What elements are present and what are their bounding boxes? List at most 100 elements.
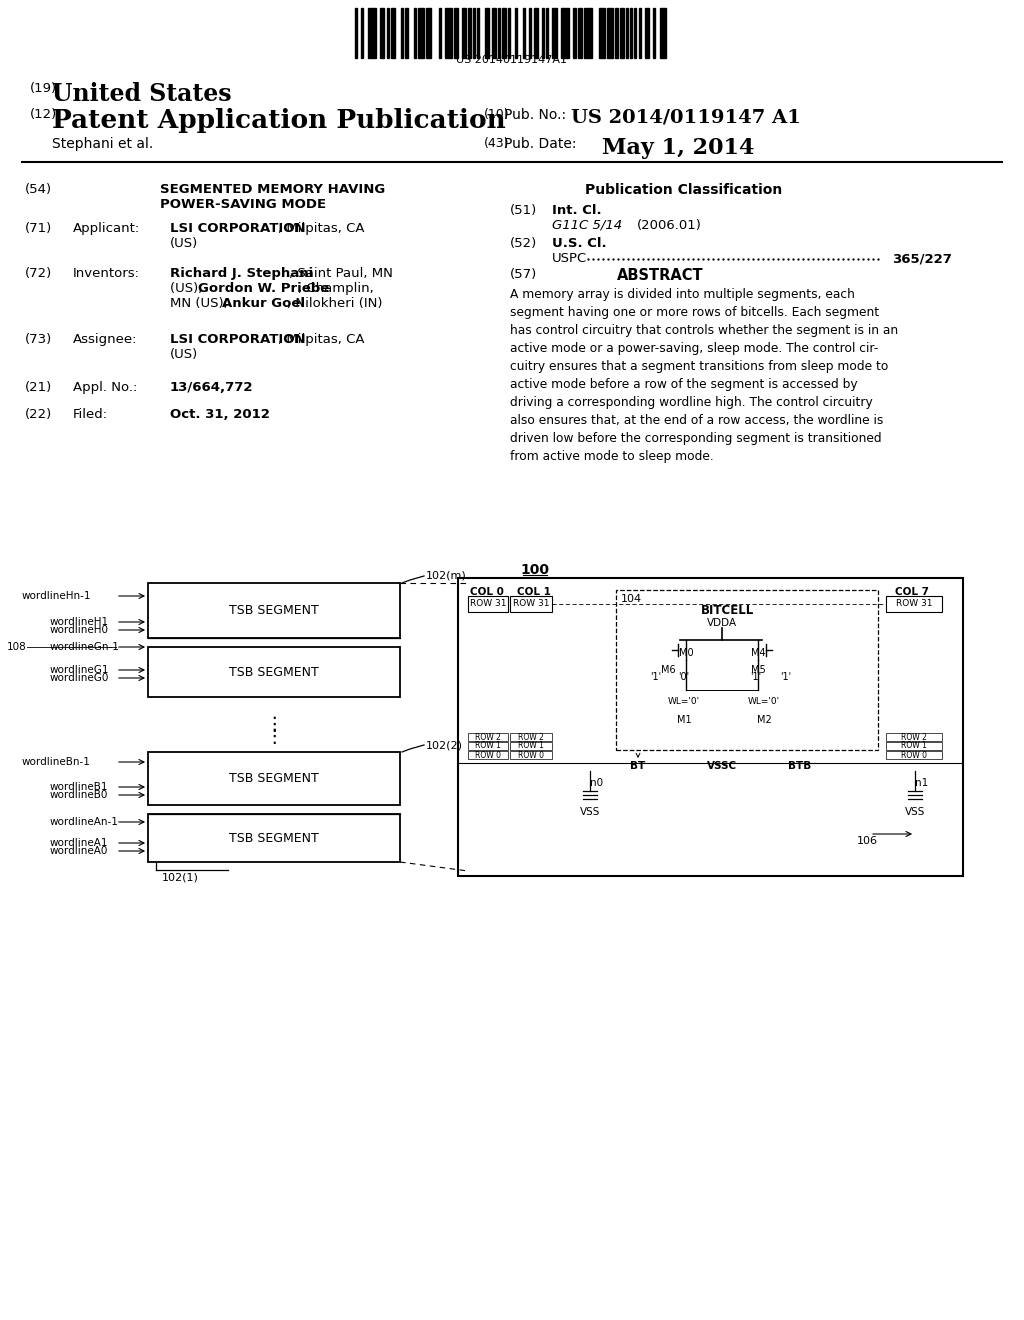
Text: M1: M1 xyxy=(677,715,691,725)
Text: LSI CORPORATION: LSI CORPORATION xyxy=(170,222,305,235)
Text: (71): (71) xyxy=(25,222,52,235)
Text: ROW 0: ROW 0 xyxy=(901,751,927,759)
Text: ⋮: ⋮ xyxy=(264,726,284,746)
Text: wordlineAn-1: wordlineAn-1 xyxy=(50,817,119,828)
Text: 102(1): 102(1) xyxy=(162,873,199,882)
Bar xyxy=(546,8,548,58)
Text: (57): (57) xyxy=(510,268,538,281)
Text: (72): (72) xyxy=(25,267,52,280)
Text: COL 7: COL 7 xyxy=(895,587,929,597)
Bar xyxy=(468,597,508,612)
Text: 365/227: 365/227 xyxy=(892,252,952,265)
Text: COL 1: COL 1 xyxy=(517,587,551,597)
Text: Stephani et al.: Stephani et al. xyxy=(52,137,154,150)
Bar xyxy=(426,8,431,58)
Bar xyxy=(418,8,424,58)
Bar xyxy=(573,8,575,58)
Text: Ankur Goel: Ankur Goel xyxy=(222,297,305,310)
Text: (12): (12) xyxy=(30,108,57,121)
Bar xyxy=(578,8,582,58)
Text: VDDA: VDDA xyxy=(707,618,737,628)
Text: M4: M4 xyxy=(751,648,765,657)
Text: WL='0': WL='0' xyxy=(748,697,780,706)
Text: wordlineH0: wordlineH0 xyxy=(50,624,109,635)
Bar xyxy=(616,590,878,750)
Text: wordlineH1: wordlineH1 xyxy=(50,616,110,627)
Text: Filed:: Filed: xyxy=(73,408,109,421)
Bar xyxy=(468,8,470,58)
Bar xyxy=(361,8,364,58)
Text: (51): (51) xyxy=(510,205,538,216)
Bar xyxy=(886,742,942,750)
Bar xyxy=(534,8,538,58)
Bar xyxy=(523,8,525,58)
Text: , Milpitas, CA: , Milpitas, CA xyxy=(278,333,365,346)
Text: (54): (54) xyxy=(25,183,52,195)
Bar xyxy=(380,8,384,58)
Text: M2: M2 xyxy=(757,715,771,725)
Text: Applicant:: Applicant: xyxy=(73,222,140,235)
Text: '0': '0' xyxy=(679,672,689,682)
Bar xyxy=(561,8,569,58)
Bar xyxy=(414,8,416,58)
Text: 13/664,772: 13/664,772 xyxy=(170,381,254,393)
Bar xyxy=(406,8,408,58)
Text: 108: 108 xyxy=(7,642,27,652)
Text: (US);: (US); xyxy=(170,282,207,294)
Text: wordlineGn-1: wordlineGn-1 xyxy=(50,642,120,652)
Bar xyxy=(148,752,400,805)
Text: ROW 2: ROW 2 xyxy=(518,733,544,742)
Text: TSB SEGMENT: TSB SEGMENT xyxy=(229,772,318,785)
Bar xyxy=(468,733,508,741)
Text: wordlineHn-1: wordlineHn-1 xyxy=(22,591,91,601)
Bar xyxy=(485,8,489,58)
Text: wordlineA1: wordlineA1 xyxy=(50,838,109,847)
Text: Oct. 31, 2012: Oct. 31, 2012 xyxy=(170,408,270,421)
Bar xyxy=(468,751,508,759)
Text: BT: BT xyxy=(631,762,645,771)
Text: Pub. Date:: Pub. Date: xyxy=(504,137,577,150)
Text: , Milpitas, CA: , Milpitas, CA xyxy=(278,222,365,235)
Text: USPC: USPC xyxy=(552,252,587,265)
Text: Richard J. Stephani: Richard J. Stephani xyxy=(170,267,313,280)
Bar xyxy=(445,8,452,58)
Bar xyxy=(148,583,400,638)
Text: wordlineG1: wordlineG1 xyxy=(50,665,110,675)
Text: Int. Cl.: Int. Cl. xyxy=(552,205,602,216)
Text: Assignee:: Assignee: xyxy=(73,333,137,346)
Text: ROW 0: ROW 0 xyxy=(518,751,544,759)
Bar xyxy=(454,8,458,58)
Text: Patent Application Publication: Patent Application Publication xyxy=(52,108,506,133)
Text: TSB SEGMENT: TSB SEGMENT xyxy=(229,665,318,678)
Text: VSS: VSS xyxy=(905,807,926,817)
Text: wordlineBn-1: wordlineBn-1 xyxy=(22,756,91,767)
Text: US 2014/0119147 A1: US 2014/0119147 A1 xyxy=(571,108,801,125)
Text: M0: M0 xyxy=(679,648,693,657)
Bar xyxy=(886,597,942,612)
Text: ROW 2: ROW 2 xyxy=(901,733,927,742)
Text: U.S. Cl.: U.S. Cl. xyxy=(552,238,606,249)
Bar xyxy=(510,751,552,759)
Bar xyxy=(515,8,517,58)
Bar xyxy=(477,8,479,58)
Bar xyxy=(620,8,624,58)
Text: ⋮: ⋮ xyxy=(264,714,284,734)
Bar xyxy=(886,733,942,741)
Text: wordlineG0: wordlineG0 xyxy=(50,673,110,682)
Text: MN (US);: MN (US); xyxy=(170,297,232,310)
Text: n0: n0 xyxy=(590,777,603,788)
Bar xyxy=(391,8,395,58)
Text: '1': '1' xyxy=(751,672,762,682)
Text: WL='0': WL='0' xyxy=(668,697,700,706)
Bar xyxy=(529,8,531,58)
Bar xyxy=(639,8,641,58)
Text: (2006.01): (2006.01) xyxy=(637,219,701,232)
Text: (10): (10) xyxy=(484,108,510,121)
Text: , Nilokheri (IN): , Nilokheri (IN) xyxy=(287,297,383,310)
Text: ROW 31: ROW 31 xyxy=(513,599,549,609)
Text: ROW 1: ROW 1 xyxy=(475,742,501,751)
Text: ROW 1: ROW 1 xyxy=(518,742,544,751)
Text: May 1, 2014: May 1, 2014 xyxy=(602,137,755,158)
Text: Gordon W. Priebe: Gordon W. Priebe xyxy=(198,282,330,294)
Text: 106: 106 xyxy=(857,836,878,846)
